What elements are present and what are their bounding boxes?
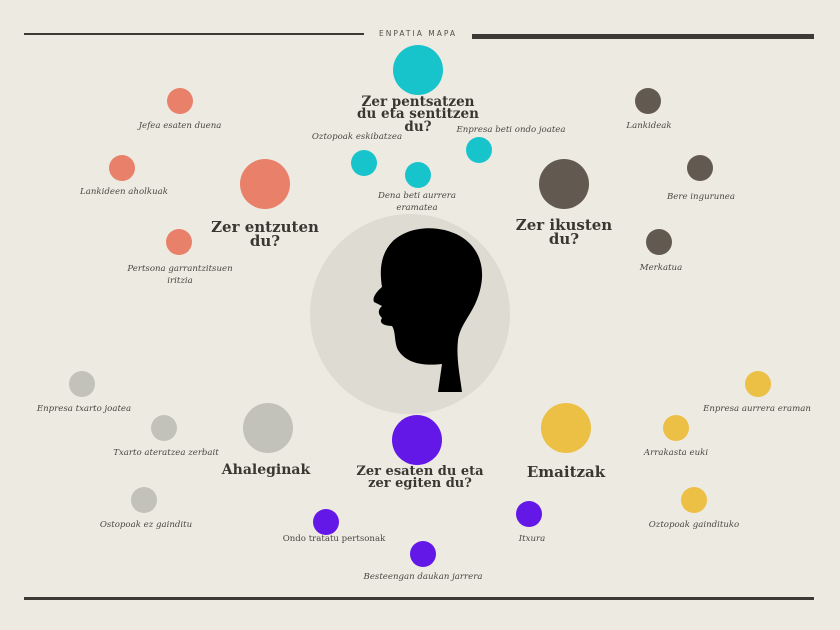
see-heading: Zer ikusten du? (515, 216, 613, 248)
hear-heading: Zer entzuten du? (211, 218, 319, 250)
pains-item-3-label: Ostopoak ez gainditu (99, 520, 193, 530)
pains-main-dot (243, 403, 293, 453)
pains-heading: Ahaleginak (221, 462, 311, 478)
say-item-2-label: Itxura (518, 534, 546, 544)
think-item-2-dot (466, 137, 492, 163)
say-item-1-dot (313, 509, 339, 535)
gains-item-3-label: Oztopoak gaindituko (648, 520, 740, 530)
gains-heading: Emaitzak (526, 463, 606, 481)
page-title: ENPATIA MAPA (378, 29, 458, 38)
say-item-3-label: Besteengan daukan jarrera (363, 572, 483, 582)
pains-item-2-label: Txarto ateratzea zerbait (113, 448, 219, 458)
say-item-2-dot (516, 501, 542, 527)
say-heading: Zer esaten du eta zer egiten du? (356, 464, 484, 491)
say-item-3-dot (410, 541, 436, 567)
think-item-1-dot (351, 150, 377, 176)
think-item-1-label: Oztopoak eskibatzea (311, 132, 403, 142)
say-main-dot (392, 415, 442, 465)
hear-main-dot (240, 159, 290, 209)
gains-item-2-label: Arrakasta euki (643, 448, 709, 458)
gains-item-2-dot (663, 415, 689, 441)
gains-item-1-dot (745, 371, 771, 397)
hear-item-2-label: Lankideen aholkuak (80, 187, 168, 197)
header-rule-right (472, 34, 814, 39)
see-item-1-label: Lankideak (626, 121, 672, 131)
hear-item-2-dot (109, 155, 135, 181)
see-item-2-label: Bere ingurunea (666, 192, 736, 202)
think-item-3-dot (405, 162, 431, 188)
pains-item-1-label: Enpresa txarto joatea (36, 404, 132, 414)
say-item-1-label: Ondo tratatu pertsonak (282, 534, 386, 544)
pains-item-1-dot (69, 371, 95, 397)
see-item-1-dot (635, 88, 661, 114)
see-item-2-dot (687, 155, 713, 181)
think-heading: Zer pentsatzen du eta sentitzen du? (357, 94, 479, 135)
head-silhouette-icon (373, 228, 483, 392)
hear-item-3-label: Pertsona garrantzitsuen iritzia (127, 264, 233, 286)
see-item-3-dot (646, 229, 672, 255)
gains-item-3-dot (681, 487, 707, 513)
footer-rule (24, 597, 814, 600)
hear-item-3-dot (166, 229, 192, 255)
gains-item-1-label: Enpresa aurrera eraman (703, 404, 811, 414)
see-main-dot (539, 159, 589, 209)
see-item-3-label: Merkatua (639, 263, 683, 273)
think-item-2-label: Enpresa beti ondo joatea (456, 125, 566, 135)
header-rule-left (24, 33, 364, 35)
think-item-3-label: Dena beti aurrera eramatea (377, 191, 457, 213)
hear-item-1-dot (167, 88, 193, 114)
pains-item-2-dot (151, 415, 177, 441)
think-main-dot (393, 45, 443, 95)
pains-item-3-dot (131, 487, 157, 513)
gains-main-dot (541, 403, 591, 453)
hear-item-1-label: Jefea esaten duena (138, 121, 222, 131)
